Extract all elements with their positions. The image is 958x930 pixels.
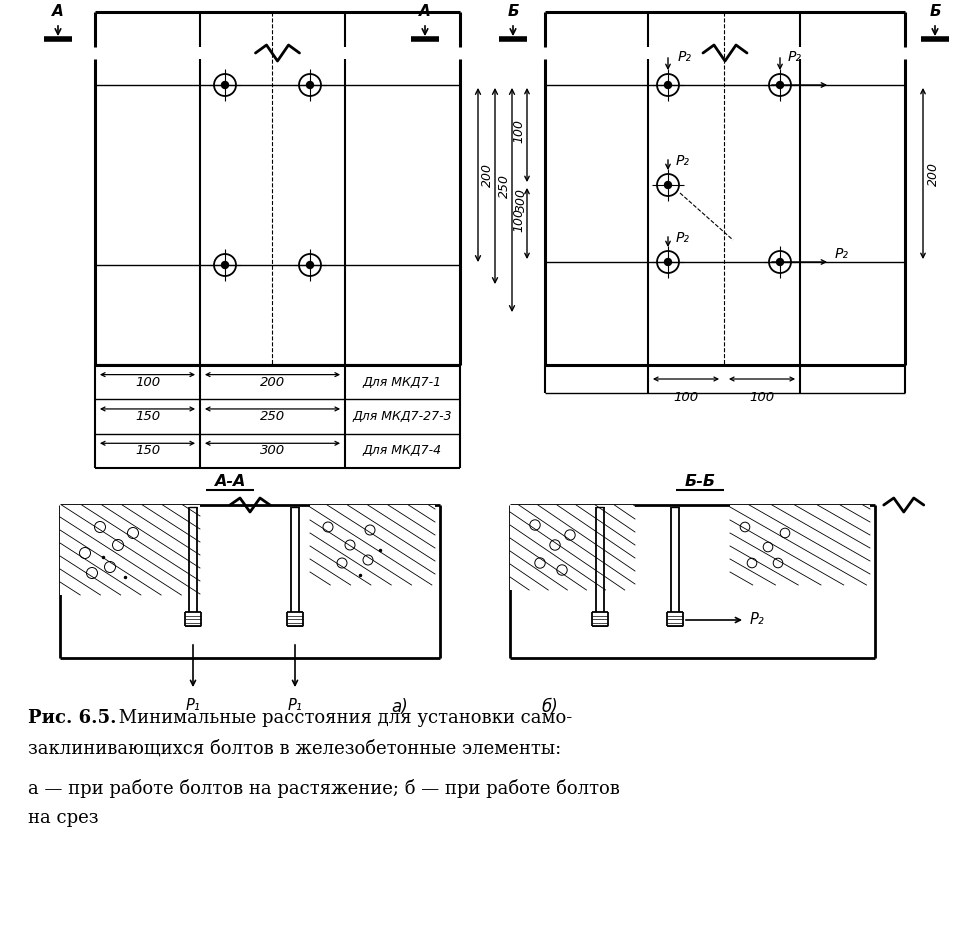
Text: P₂: P₂ xyxy=(750,613,764,628)
Text: А: А xyxy=(419,4,431,19)
Text: 100: 100 xyxy=(135,376,160,389)
Text: 250: 250 xyxy=(260,410,285,423)
Text: 200: 200 xyxy=(927,162,940,185)
Text: P₂: P₂ xyxy=(676,154,690,168)
Text: А-А: А-А xyxy=(215,474,245,489)
Text: а — при работе болтов на растяжение; б — при работе болтов: а — при работе болтов на растяжение; б —… xyxy=(28,778,620,798)
Text: 100: 100 xyxy=(512,119,525,143)
Text: 300: 300 xyxy=(515,188,528,212)
Text: P₂: P₂ xyxy=(678,50,692,64)
Text: P₂: P₂ xyxy=(835,247,849,261)
Circle shape xyxy=(777,259,784,265)
Text: 100: 100 xyxy=(673,391,698,404)
Text: 200: 200 xyxy=(481,163,494,187)
Text: 300: 300 xyxy=(260,445,285,458)
Text: 100: 100 xyxy=(512,207,525,232)
Bar xyxy=(60,505,200,595)
Text: Б: Б xyxy=(929,4,941,19)
Bar xyxy=(730,505,870,585)
Text: 150: 150 xyxy=(135,410,160,423)
Circle shape xyxy=(665,82,672,88)
Text: 100: 100 xyxy=(749,391,775,404)
Circle shape xyxy=(777,82,784,88)
Circle shape xyxy=(307,82,313,88)
Text: Рис. 6.5.: Рис. 6.5. xyxy=(28,709,117,727)
Circle shape xyxy=(665,181,672,189)
Text: заклинивающихся болтов в железобетонные элементы:: заклинивающихся болтов в железобетонные … xyxy=(28,739,561,757)
Text: 150: 150 xyxy=(135,445,160,458)
Text: P₂: P₂ xyxy=(788,50,802,64)
Text: P₁: P₁ xyxy=(186,698,200,713)
Text: Минимальные расстояния для установки само-: Минимальные расстояния для установки сам… xyxy=(113,709,572,727)
Text: Для МКД7-27-3: Для МКД7-27-3 xyxy=(353,410,452,423)
Text: б): б) xyxy=(541,698,559,716)
Text: на срез: на срез xyxy=(28,809,99,827)
Bar xyxy=(510,505,635,590)
Text: P₁: P₁ xyxy=(287,698,303,713)
Circle shape xyxy=(221,261,229,269)
Circle shape xyxy=(221,82,229,88)
Text: Б: Б xyxy=(507,4,519,19)
Text: Для МКД7-4: Для МКД7-4 xyxy=(363,445,442,458)
Text: Б-Б: Б-Б xyxy=(684,474,716,489)
Text: А: А xyxy=(52,4,64,19)
Text: Для МКД7-1: Для МКД7-1 xyxy=(363,376,442,389)
Text: 200: 200 xyxy=(260,376,285,389)
Circle shape xyxy=(307,261,313,269)
Text: 250: 250 xyxy=(498,174,511,198)
Bar xyxy=(310,505,435,585)
Circle shape xyxy=(665,259,672,265)
Text: а): а) xyxy=(392,698,408,716)
Text: P₂: P₂ xyxy=(676,231,690,245)
